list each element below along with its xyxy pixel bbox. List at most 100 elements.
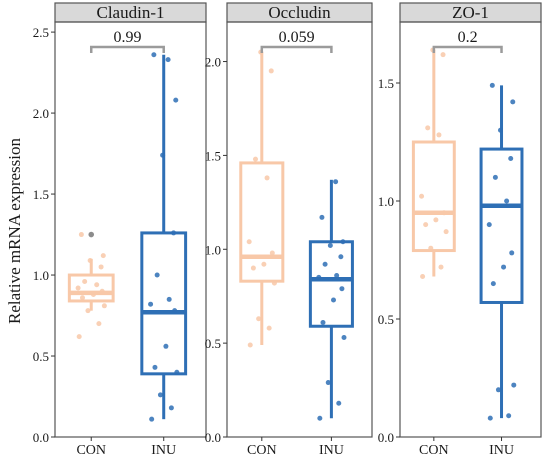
data-point bbox=[486, 222, 492, 228]
data-point bbox=[489, 82, 495, 88]
data-point bbox=[96, 321, 102, 327]
x-tick-label: INU bbox=[319, 443, 344, 456]
data-point bbox=[151, 52, 157, 58]
data-point bbox=[149, 416, 155, 422]
y-tick-label: 0.0 bbox=[205, 430, 221, 445]
data-point bbox=[78, 232, 84, 238]
y-tick-label: 2.0 bbox=[205, 55, 221, 70]
data-point bbox=[325, 380, 331, 386]
panel-title: ZO-1 bbox=[452, 3, 489, 22]
data-point bbox=[154, 272, 160, 278]
data-point bbox=[165, 57, 171, 63]
box-iqr bbox=[411, 140, 456, 253]
data-point bbox=[94, 282, 100, 288]
box-con bbox=[67, 231, 115, 340]
box-inu bbox=[140, 52, 188, 422]
data-point bbox=[99, 288, 105, 294]
data-point bbox=[334, 273, 340, 279]
panel-occludin: Occludin 0.0 0.5 1.0 1.5 2.0 CON INU 0.059 bbox=[205, 2, 373, 456]
data-point bbox=[256, 316, 262, 322]
box-con bbox=[239, 49, 285, 348]
data-point bbox=[174, 369, 180, 375]
box-inu bbox=[308, 179, 354, 421]
y-tick-label: 1.5 bbox=[378, 76, 394, 91]
p-value-label: 0.99 bbox=[113, 29, 141, 46]
data-point bbox=[168, 405, 174, 411]
data-point bbox=[490, 281, 496, 287]
x-tick-label: INU bbox=[489, 443, 514, 456]
data-point bbox=[266, 325, 272, 331]
data-point bbox=[340, 239, 346, 245]
data-point bbox=[163, 343, 169, 349]
data-point bbox=[157, 392, 163, 398]
y-tick-label: 0.5 bbox=[205, 336, 221, 351]
panel-zo-1: ZO-1 0.0 0.5 1.0 1.5 CON INU 0.2 bbox=[378, 2, 542, 456]
panel-frame bbox=[399, 21, 542, 438]
box-inu bbox=[479, 82, 524, 421]
box-iqr bbox=[308, 240, 354, 328]
data-point bbox=[247, 342, 253, 348]
data-point bbox=[85, 308, 91, 314]
data-point bbox=[75, 285, 81, 291]
data-point bbox=[261, 261, 267, 267]
data-point bbox=[428, 245, 434, 251]
data-point bbox=[317, 415, 323, 421]
data-point bbox=[495, 387, 501, 393]
data-point bbox=[508, 156, 514, 162]
x-tick-label: INU bbox=[151, 443, 176, 456]
data-point bbox=[79, 295, 85, 301]
outlier-point bbox=[88, 231, 95, 238]
data-point bbox=[316, 274, 322, 280]
panel-frame bbox=[54, 21, 207, 438]
box-iqr bbox=[140, 231, 188, 376]
data-point bbox=[506, 413, 512, 419]
data-point bbox=[492, 174, 498, 180]
y-tick-label: 2.0 bbox=[33, 106, 49, 121]
data-point bbox=[148, 301, 154, 307]
data-point bbox=[252, 156, 258, 162]
data-point bbox=[440, 52, 446, 58]
data-point bbox=[98, 264, 104, 270]
box-iqr bbox=[479, 147, 524, 304]
data-point bbox=[100, 253, 106, 259]
y-tick-label: 1.5 bbox=[33, 187, 49, 202]
data-point bbox=[331, 297, 337, 303]
data-point bbox=[87, 257, 93, 263]
p-value-label: 0.2 bbox=[458, 29, 478, 46]
data-point bbox=[166, 296, 172, 302]
p-value-label: 0.059 bbox=[279, 29, 315, 46]
data-point bbox=[82, 279, 88, 285]
data-point bbox=[160, 152, 166, 158]
data-point bbox=[268, 68, 274, 74]
y-tick-label: 1.0 bbox=[33, 268, 49, 283]
data-point bbox=[264, 175, 270, 181]
y-tick-label: 1.0 bbox=[205, 242, 221, 257]
data-point bbox=[339, 286, 345, 292]
data-point bbox=[76, 334, 82, 340]
data-point bbox=[171, 230, 177, 236]
panel-title: Claudin-1 bbox=[97, 3, 165, 22]
data-point bbox=[246, 239, 252, 245]
y-axis-label: Relative mRNA expression bbox=[5, 137, 24, 324]
x-tick-label: CON bbox=[247, 443, 277, 456]
y-tick-label: 2.5 bbox=[33, 25, 49, 40]
data-point bbox=[271, 280, 277, 286]
y-tick-label: 1.5 bbox=[205, 148, 221, 163]
significance-bracket bbox=[89, 45, 165, 53]
data-point bbox=[327, 243, 333, 249]
data-point bbox=[423, 222, 429, 228]
panel-title: Occludin bbox=[268, 3, 331, 22]
data-point bbox=[504, 198, 510, 204]
data-point bbox=[101, 303, 107, 309]
data-point bbox=[487, 415, 493, 421]
data-point bbox=[338, 254, 344, 260]
data-point bbox=[341, 335, 347, 341]
data-point bbox=[425, 125, 431, 131]
data-point bbox=[443, 229, 449, 235]
data-point bbox=[90, 291, 96, 297]
data-point bbox=[419, 193, 425, 199]
data-point bbox=[420, 274, 426, 280]
data-point bbox=[436, 132, 442, 138]
box-iqr bbox=[239, 161, 285, 283]
